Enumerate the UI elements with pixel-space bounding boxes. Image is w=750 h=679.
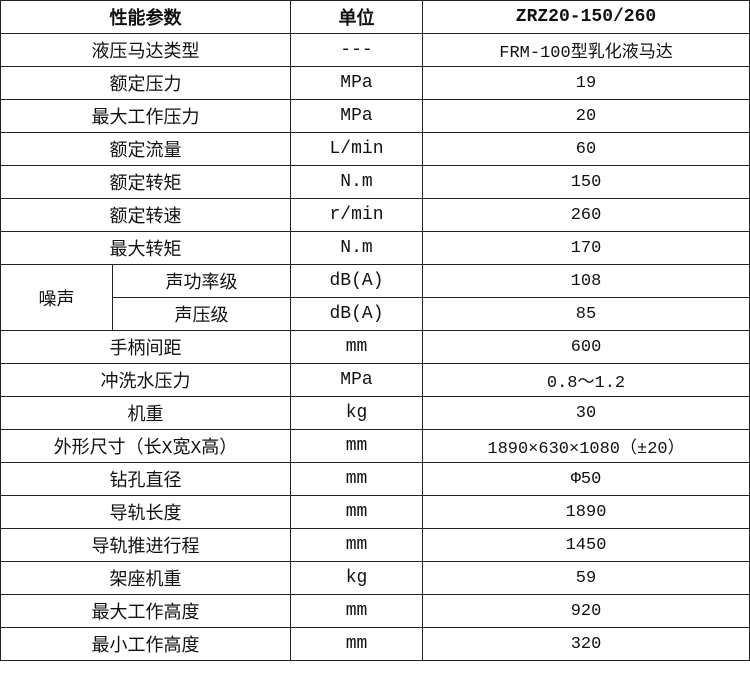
- unit-cell: MPa: [290, 363, 423, 397]
- value-cell: 1450: [422, 528, 750, 562]
- param-cell: 声压级: [112, 297, 291, 331]
- table-row: 最小工作高度 mm 320: [0, 627, 750, 661]
- value-cell: 108: [422, 264, 750, 298]
- param-cell: 额定转速: [0, 198, 291, 232]
- param-cell: 导轨长度: [0, 495, 291, 529]
- table-row: 额定转矩 N.m 150: [0, 165, 750, 199]
- value-cell: 320: [422, 627, 750, 661]
- param-cell: 额定流量: [0, 132, 291, 166]
- unit-cell: mm: [290, 330, 423, 364]
- table-row: 最大工作压力 MPa 20: [0, 99, 750, 133]
- spec-table: 性能参数 单位 ZRZ20-150/260 液压马达类型 --- FRM-100型乳…: [0, 0, 750, 661]
- value-cell: 59: [422, 561, 750, 595]
- param-cell: 钻孔直径: [0, 462, 291, 496]
- value-cell: 1890: [422, 495, 750, 529]
- unit-cell: kg: [290, 561, 423, 595]
- value-cell: 0.8～1.2: [422, 363, 750, 397]
- unit-cell: r/min: [290, 198, 423, 232]
- unit-cell: mm: [290, 627, 423, 661]
- param-cell: 手柄间距: [0, 330, 291, 364]
- table-row: 冲洗水压力 MPa 0.8～1.2: [0, 363, 750, 397]
- noise-group-cell: 噪声: [0, 264, 113, 331]
- unit-cell: dB(A): [290, 297, 423, 331]
- value-cell: FRM-100型乳化液马达: [422, 33, 750, 67]
- param-cell: 架座机重: [0, 561, 291, 595]
- unit-cell: kg: [290, 396, 423, 430]
- unit-cell: mm: [290, 429, 423, 463]
- value-cell: 85: [422, 297, 750, 331]
- unit-cell: dB(A): [290, 264, 423, 298]
- table-row: 额定转速 r/min 260: [0, 198, 750, 232]
- unit-cell: N.m: [290, 231, 423, 265]
- value-cell: 260: [422, 198, 750, 232]
- param-cell: 最小工作高度: [0, 627, 291, 661]
- param-cell: 最大工作压力: [0, 99, 291, 133]
- value-cell: Φ50: [422, 462, 750, 496]
- param-cell: 额定转矩: [0, 165, 291, 199]
- header-unit: 单位: [290, 0, 423, 34]
- value-cell: 600: [422, 330, 750, 364]
- table-row: 额定流量 L/min 60: [0, 132, 750, 166]
- table-row: 噪声 声功率级 dB(A) 108: [0, 264, 750, 331]
- value-cell: 20: [422, 99, 750, 133]
- table-row: 最大工作高度 mm 920: [0, 594, 750, 628]
- param-cell: 最大转矩: [0, 231, 291, 265]
- table-row: 最大转矩 N.m 170: [0, 231, 750, 265]
- table-row: 额定压力 MPa 19: [0, 66, 750, 100]
- unit-cell: L/min: [290, 132, 423, 166]
- param-cell: 液压马达类型: [0, 33, 291, 67]
- param-cell: 冲洗水压力: [0, 363, 291, 397]
- header-row: 性能参数 单位 ZRZ20-150/260: [0, 0, 750, 34]
- table-row: 液压马达类型 --- FRM-100型乳化液马达: [0, 33, 750, 67]
- param-cell: 外形尺寸（长X宽X高）: [0, 429, 291, 463]
- param-cell: 导轨推进行程: [0, 528, 291, 562]
- unit-cell: MPa: [290, 66, 423, 100]
- unit-cell: N.m: [290, 165, 423, 199]
- header-model: ZRZ20-150/260: [422, 0, 750, 34]
- param-cell: 最大工作高度: [0, 594, 291, 628]
- table-row: 导轨长度 mm 1890: [0, 495, 750, 529]
- unit-cell: MPa: [290, 99, 423, 133]
- value-cell: 920: [422, 594, 750, 628]
- unit-cell: mm: [290, 528, 423, 562]
- unit-cell: ---: [290, 33, 423, 67]
- unit-cell: mm: [290, 462, 423, 496]
- table-row: 手柄间距 mm 600: [0, 330, 750, 364]
- param-cell: 声功率级: [112, 264, 291, 298]
- value-cell: 150: [422, 165, 750, 199]
- value-cell: 60: [422, 132, 750, 166]
- table-row: 导轨推进行程 mm 1450: [0, 528, 750, 562]
- value-cell: 19: [422, 66, 750, 100]
- table-row: 外形尺寸（长X宽X高） mm 1890×630×1080（±20）: [0, 429, 750, 463]
- param-cell: 额定压力: [0, 66, 291, 100]
- table-row: 声压级 dB(A) 85: [1, 297, 750, 331]
- value-cell: 30: [422, 396, 750, 430]
- table-row: 机重 kg 30: [0, 396, 750, 430]
- value-cell: 170: [422, 231, 750, 265]
- unit-cell: mm: [290, 495, 423, 529]
- table-row: 钻孔直径 mm Φ50: [0, 462, 750, 496]
- value-cell: 1890×630×1080（±20）: [422, 429, 750, 463]
- param-cell: 机重: [0, 396, 291, 430]
- table-row: 架座机重 kg 59: [0, 561, 750, 595]
- unit-cell: mm: [290, 594, 423, 628]
- header-param: 性能参数: [0, 0, 291, 34]
